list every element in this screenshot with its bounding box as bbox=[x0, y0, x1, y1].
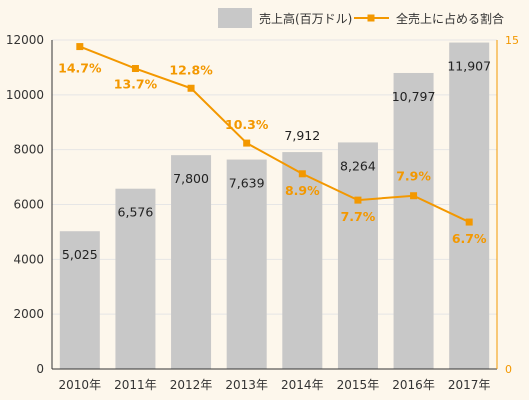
bar bbox=[449, 42, 490, 370]
line-value-label: 12.8% bbox=[169, 62, 213, 77]
legend: 売上高(百万ドル) 全売上に占める割合 bbox=[218, 8, 504, 28]
y-left-tick-label: 4000 bbox=[13, 252, 44, 266]
line-value-label: 14.7% bbox=[58, 61, 102, 76]
line-value-label: 6.7% bbox=[452, 231, 487, 246]
bar bbox=[337, 142, 378, 369]
bar-value-label: 7,639 bbox=[229, 176, 265, 191]
legend-line-label: 全売上に占める割合 bbox=[396, 11, 504, 26]
x-tick-label: 2016年 bbox=[392, 378, 435, 392]
bar-series bbox=[59, 42, 490, 370]
line-marker bbox=[298, 170, 306, 178]
bar-value-label: 10,797 bbox=[392, 89, 436, 104]
y-left-tick-label: 8000 bbox=[13, 143, 44, 157]
axes: 0 2000 4000 6000 8000 10000 12000 0 15 2010年 2011年… bbox=[6, 33, 519, 392]
bar-value-label: 6,576 bbox=[118, 205, 154, 220]
x-tick-label: 2013年 bbox=[225, 378, 268, 392]
bar bbox=[115, 188, 156, 369]
y-right-tick-label: 15 bbox=[505, 34, 519, 47]
line-marker bbox=[131, 65, 139, 73]
bar bbox=[226, 159, 267, 369]
bar bbox=[171, 155, 212, 369]
line-value-label: 8.9% bbox=[285, 183, 320, 198]
y-left-tick-label: 6000 bbox=[13, 198, 44, 212]
line-marker bbox=[76, 43, 84, 51]
line-marker bbox=[465, 218, 473, 226]
legend-bar-swatch bbox=[218, 8, 252, 28]
y-left-tick-label: 12000 bbox=[6, 33, 44, 47]
bar bbox=[393, 72, 434, 370]
line-value-label: 13.7% bbox=[114, 77, 158, 92]
line-value-label: 10.3% bbox=[225, 117, 269, 132]
legend-bar-label: 売上高(百万ドル) bbox=[259, 11, 352, 26]
bar-value-label: 11,907 bbox=[447, 59, 491, 74]
bar bbox=[282, 152, 323, 369]
data-labels: 5,025 6,576 7,800 7,639 7,912 8,264 10,797 11,9… bbox=[58, 59, 491, 263]
line-value-label: 7.9% bbox=[396, 169, 431, 184]
bar-value-label: 8,264 bbox=[340, 158, 376, 173]
legend-line-marker bbox=[367, 14, 375, 22]
x-tick-label: 2011年 bbox=[114, 378, 157, 392]
y-left-tick-label: 10000 bbox=[6, 88, 44, 102]
line-marker bbox=[243, 139, 251, 147]
bar-value-label: 7,912 bbox=[284, 128, 320, 143]
bar bbox=[59, 231, 100, 369]
y-right-tick-label: 0 bbox=[505, 363, 512, 376]
line-value-label: 7.7% bbox=[341, 209, 376, 224]
x-tick-label: 2017年 bbox=[448, 378, 491, 392]
y-left-tick-label: 2000 bbox=[13, 307, 44, 321]
series-line bbox=[79, 45, 470, 223]
x-tick-label: 2012年 bbox=[170, 378, 213, 392]
bar-value-label: 7,800 bbox=[173, 171, 209, 186]
line-marker bbox=[354, 196, 362, 204]
line-marker bbox=[410, 192, 418, 200]
y-left-tick-label: 0 bbox=[36, 362, 44, 376]
x-tick-label: 2010年 bbox=[59, 378, 102, 392]
x-tick-label: 2014年 bbox=[281, 378, 324, 392]
x-tick-label: 2015年 bbox=[337, 378, 380, 392]
bar-value-label: 5,025 bbox=[62, 247, 98, 262]
line-marker bbox=[187, 84, 195, 92]
line-series bbox=[76, 43, 473, 226]
